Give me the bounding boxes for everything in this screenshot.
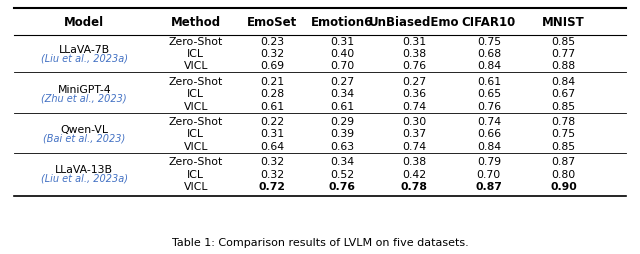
Text: 0.23: 0.23	[260, 37, 284, 46]
Text: 0.32: 0.32	[260, 170, 284, 180]
Text: 0.70: 0.70	[477, 170, 501, 180]
Text: 0.32: 0.32	[260, 49, 284, 59]
Text: EmoSet: EmoSet	[247, 16, 298, 29]
Text: 0.27: 0.27	[403, 77, 426, 87]
Text: 0.85: 0.85	[551, 37, 575, 46]
Text: 0.78: 0.78	[401, 182, 428, 192]
Text: 0.70: 0.70	[330, 61, 355, 71]
Text: 0.84: 0.84	[477, 142, 501, 152]
Text: ICL: ICL	[188, 129, 204, 139]
Text: 0.34: 0.34	[330, 89, 355, 99]
Text: ICL: ICL	[188, 49, 204, 59]
Text: 0.52: 0.52	[330, 170, 355, 180]
Text: 0.65: 0.65	[477, 89, 501, 99]
Text: Zero-Shot: Zero-Shot	[168, 117, 223, 127]
Text: 0.30: 0.30	[402, 117, 426, 127]
Text: 0.85: 0.85	[551, 102, 575, 112]
Text: 0.77: 0.77	[551, 49, 575, 59]
Text: 0.42: 0.42	[403, 170, 426, 180]
Text: 0.67: 0.67	[551, 89, 575, 99]
Text: Table 1: Comparison results of LVLM on five datasets.: Table 1: Comparison results of LVLM on f…	[172, 238, 468, 248]
Text: Qwen-VL: Qwen-VL	[60, 125, 108, 135]
Text: 0.61: 0.61	[260, 102, 284, 112]
Text: 0.34: 0.34	[330, 157, 355, 167]
Text: (Liu et al., 2023a): (Liu et al., 2023a)	[41, 53, 128, 63]
Text: Emotion6: Emotion6	[311, 16, 374, 29]
Text: 0.87: 0.87	[551, 157, 575, 167]
Text: Zero-Shot: Zero-Shot	[168, 37, 223, 46]
Text: 0.90: 0.90	[550, 182, 577, 192]
Text: 0.31: 0.31	[403, 37, 426, 46]
Text: 0.76: 0.76	[403, 61, 426, 71]
Text: 0.80: 0.80	[551, 170, 575, 180]
Text: 0.31: 0.31	[260, 129, 284, 139]
Text: Method: Method	[171, 16, 221, 29]
Text: (Bai et al., 2023): (Bai et al., 2023)	[43, 134, 125, 144]
Text: MiniGPT-4: MiniGPT-4	[58, 85, 111, 95]
Text: 0.75: 0.75	[551, 129, 575, 139]
Text: MNIST: MNIST	[542, 16, 585, 29]
Text: 0.38: 0.38	[403, 157, 426, 167]
Text: 0.28: 0.28	[260, 89, 284, 99]
Text: 0.69: 0.69	[260, 61, 284, 71]
Text: 0.74: 0.74	[403, 102, 426, 112]
Text: 0.27: 0.27	[330, 77, 355, 87]
Text: Zero-Shot: Zero-Shot	[168, 157, 223, 167]
Text: 0.29: 0.29	[330, 117, 355, 127]
Text: 0.85: 0.85	[551, 142, 575, 152]
Text: 0.78: 0.78	[551, 117, 575, 127]
Text: VICL: VICL	[184, 142, 208, 152]
Text: 0.76: 0.76	[329, 182, 356, 192]
Text: 0.61: 0.61	[330, 102, 355, 112]
Text: 0.39: 0.39	[330, 129, 355, 139]
Text: 0.40: 0.40	[330, 49, 355, 59]
Text: LLaVA-7B: LLaVA-7B	[59, 45, 110, 55]
Text: 0.68: 0.68	[477, 49, 501, 59]
Text: CIFAR10: CIFAR10	[461, 16, 516, 29]
Text: 0.66: 0.66	[477, 129, 501, 139]
Text: 0.84: 0.84	[477, 61, 501, 71]
Text: ICL: ICL	[188, 89, 204, 99]
Text: 0.61: 0.61	[477, 77, 501, 87]
Text: 0.74: 0.74	[477, 117, 501, 127]
Text: (Liu et al., 2023a): (Liu et al., 2023a)	[41, 174, 128, 184]
Text: 0.32: 0.32	[260, 157, 284, 167]
Text: 0.64: 0.64	[260, 142, 284, 152]
Text: VICL: VICL	[184, 182, 208, 192]
Text: 0.21: 0.21	[260, 77, 284, 87]
Text: 0.22: 0.22	[260, 117, 284, 127]
Text: 0.63: 0.63	[330, 142, 355, 152]
Text: 0.79: 0.79	[477, 157, 501, 167]
Text: 0.72: 0.72	[259, 182, 285, 192]
Text: UnBiasedEmo: UnBiasedEmo	[369, 16, 460, 29]
Text: ICL: ICL	[188, 170, 204, 180]
Text: 0.75: 0.75	[477, 37, 501, 46]
Text: 0.84: 0.84	[551, 77, 575, 87]
Text: 0.74: 0.74	[403, 142, 426, 152]
Text: 0.31: 0.31	[330, 37, 355, 46]
Text: Model: Model	[64, 16, 104, 29]
Text: 0.37: 0.37	[403, 129, 426, 139]
Text: 0.76: 0.76	[477, 102, 501, 112]
Text: Zero-Shot: Zero-Shot	[168, 77, 223, 87]
Text: LLaVA-13B: LLaVA-13B	[55, 165, 113, 175]
Text: 0.87: 0.87	[476, 182, 502, 192]
Text: VICL: VICL	[184, 61, 208, 71]
Text: 0.36: 0.36	[403, 89, 426, 99]
Text: (Zhu et al., 2023): (Zhu et al., 2023)	[42, 93, 127, 104]
Text: VICL: VICL	[184, 102, 208, 112]
Text: 0.88: 0.88	[551, 61, 575, 71]
Text: 0.38: 0.38	[403, 49, 426, 59]
